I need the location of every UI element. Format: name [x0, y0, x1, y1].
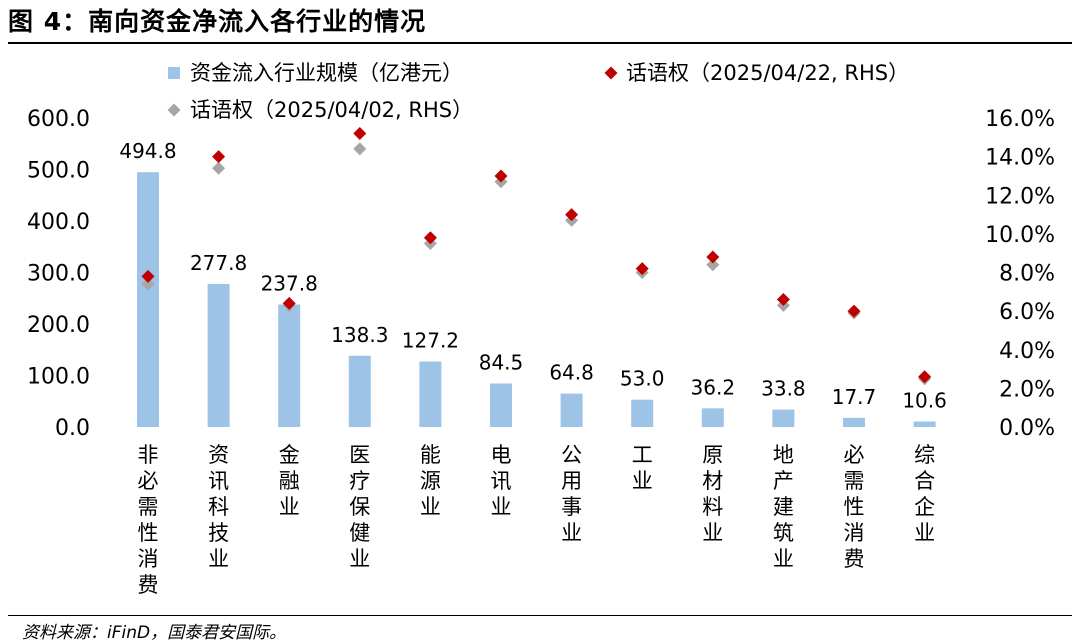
category-label: 金融业	[279, 443, 300, 519]
bar	[701, 408, 724, 427]
y-left-tick-label: 500.0	[27, 159, 90, 184]
source-rule	[8, 615, 1072, 616]
legend-label-0422: 话语权（2025/04/22, RHS）	[626, 61, 909, 85]
legend-swatch-0422	[604, 66, 618, 80]
y-left-tick-label: 600.0	[27, 107, 90, 132]
y-right-tick-label: 8.0%	[999, 262, 1055, 287]
category-label: 能源业	[420, 443, 441, 519]
y-right-tick-label: 12.0%	[985, 184, 1055, 209]
y-right-tick-label: 10.0%	[985, 223, 1055, 248]
scatter-point-0422	[918, 370, 932, 384]
scatter-point-0422	[847, 304, 861, 318]
bar-value-label: 17.7	[832, 385, 877, 409]
bar-value-label: 494.8	[119, 139, 176, 163]
bar-value-label: 237.8	[261, 272, 318, 296]
bar-value-label: 138.3	[331, 323, 388, 347]
y-right-tick-label: 14.0%	[985, 146, 1055, 171]
bar	[913, 421, 936, 427]
category-label: 工业	[632, 443, 653, 493]
bar	[490, 383, 512, 427]
y-right-tick-label: 4.0%	[999, 339, 1055, 364]
bar-value-label: 36.2	[691, 375, 736, 399]
scatter-point-0422	[423, 231, 437, 245]
bar-value-label: 33.8	[761, 377, 806, 401]
chart-title: 图 4：南向资金净流入各行业的情况	[8, 7, 427, 36]
y-left-tick-label: 100.0	[27, 365, 90, 390]
bar	[843, 417, 865, 427]
y-right-tick-label: 6.0%	[999, 300, 1055, 325]
bar	[137, 172, 159, 427]
title-rule	[8, 42, 1072, 44]
y-left-tick-label: 400.0	[27, 210, 90, 235]
category-label: 综合企业	[914, 443, 935, 545]
scatter-point-0402	[212, 161, 226, 175]
category-label: 原材料业	[702, 443, 723, 545]
y-left-tick-label: 0.0	[55, 416, 90, 441]
scatter-point-0402	[353, 142, 367, 156]
legend-swatch-bar	[168, 67, 180, 79]
scatter-point-0422	[776, 293, 790, 307]
bar	[278, 304, 301, 427]
bar-value-label: 53.0	[620, 367, 665, 391]
y-left-tick-label: 300.0	[27, 262, 90, 287]
bar	[348, 355, 371, 427]
category-label: 地产建筑业	[773, 443, 794, 571]
y-right-tick-label: 16.0%	[985, 107, 1055, 132]
category-label: 非必需性消费	[138, 443, 159, 597]
scatter-point-0422	[353, 126, 367, 140]
bar-value-label: 84.5	[479, 350, 524, 374]
bar	[631, 399, 654, 427]
scatter-point-0422	[706, 250, 720, 264]
legend-label-bar: 资金流入行业规模（亿港元）	[190, 61, 463, 85]
scatter-point-0402	[141, 277, 155, 291]
bar-value-label: 64.8	[549, 361, 594, 385]
bar-value-label: 10.6	[902, 389, 947, 413]
legend-label-0402: 话语权（2025/04/02, RHS）	[190, 98, 473, 122]
scatter-point-0422	[635, 262, 649, 276]
bar	[560, 393, 583, 427]
y-left-tick-label: 200.0	[27, 313, 90, 338]
category-label: 公用事业	[561, 443, 582, 545]
scatter-point-0422	[282, 296, 296, 310]
scatter-point-0402	[706, 258, 720, 272]
scatter-point-0422	[141, 269, 155, 283]
scatter-point-0422	[494, 169, 508, 183]
category-label: 电讯业	[491, 443, 512, 519]
category-label: 必需性消费	[844, 443, 865, 571]
bar	[207, 283, 230, 427]
bar	[772, 409, 795, 427]
y-right-tick-label: 2.0%	[999, 377, 1055, 402]
y-right-tick-label: 0.0%	[999, 416, 1055, 441]
bar-value-label: 127.2	[402, 328, 459, 352]
scatter-point-0422	[565, 208, 579, 222]
bar-value-label: 277.8	[190, 251, 247, 275]
bar	[419, 361, 442, 427]
category-label: 医疗保健业	[349, 443, 370, 571]
category-label: 资讯科技业	[208, 443, 229, 571]
legend-swatch-0402	[167, 103, 181, 117]
scatter-point-0422	[212, 150, 226, 164]
source-note: 资料来源：iFinD，国泰君安国际。	[22, 623, 287, 643]
